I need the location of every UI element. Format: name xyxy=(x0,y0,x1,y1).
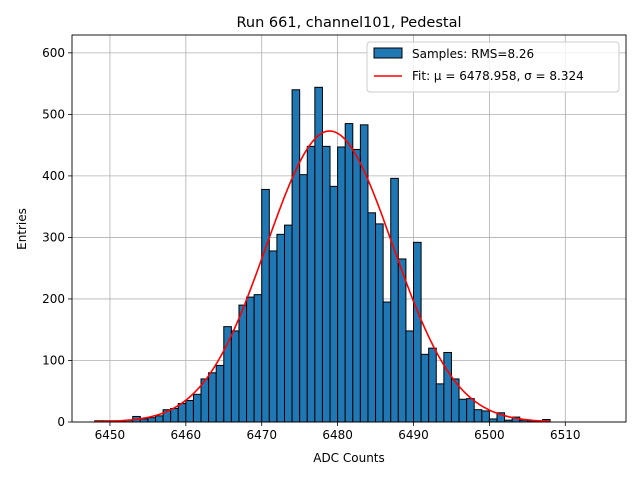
x-tick-label: 6480 xyxy=(322,428,353,442)
x-tick-label: 6500 xyxy=(474,428,505,442)
histogram-bar xyxy=(473,409,483,423)
histogram-bar xyxy=(337,146,346,423)
histogram-bar xyxy=(177,403,187,423)
axis-ticks: 6450 6460 6470 6480 6490 6500 6510 0 100 200 300 40… xyxy=(42,46,580,442)
histogram-bar xyxy=(382,301,392,423)
histogram-bar xyxy=(321,145,331,423)
histogram-bar xyxy=(413,241,422,423)
histogram-bar xyxy=(466,398,475,423)
y-tick-label: 300 xyxy=(42,230,65,244)
histogram-bar xyxy=(435,383,445,423)
legend-box xyxy=(366,41,620,93)
histogram-bar xyxy=(208,372,217,423)
x-tick-label: 6510 xyxy=(550,428,581,442)
histogram-bar xyxy=(200,378,210,423)
y-tick-label: 100 xyxy=(42,353,65,367)
x-tick-label: 6470 xyxy=(246,428,277,442)
x-axis-label: ADC Counts xyxy=(313,451,385,465)
histogram-bar xyxy=(215,364,225,423)
histogram-bar xyxy=(276,233,285,423)
histogram-bar xyxy=(170,407,179,423)
histogram-bar xyxy=(261,188,270,423)
histogram-bar xyxy=(375,223,384,423)
fit-curve xyxy=(94,130,551,423)
histogram-bar xyxy=(428,347,437,423)
histogram-bar xyxy=(223,326,232,423)
histogram-bar xyxy=(390,177,399,423)
histogram-bar xyxy=(283,224,293,423)
histogram-bar xyxy=(397,258,407,423)
histogram-bar xyxy=(367,212,377,423)
legend-label-samples: Samples: RMS=8.26 xyxy=(412,47,534,61)
legend-label-fit: Fit: μ = 6478.958, σ = 8.324 xyxy=(412,69,584,83)
histogram-bar xyxy=(306,145,316,423)
histogram-bar xyxy=(246,296,255,423)
y-axis-label: Entries xyxy=(15,208,29,250)
y-tick-label: 600 xyxy=(42,46,65,60)
histogram-bar xyxy=(192,393,202,423)
histogram-bar xyxy=(253,294,263,423)
chart-title: Run 661, channel101, Pedestal xyxy=(236,15,461,31)
y-tick-label: 400 xyxy=(42,169,65,183)
x-tick-label: 6490 xyxy=(398,428,429,442)
legend: Samples: RMS=8.26 Fit: μ = 6478.958, σ =… xyxy=(366,41,620,93)
histogram-bar xyxy=(352,148,361,423)
histogram-bar xyxy=(147,417,156,423)
histogram-bar xyxy=(154,415,164,423)
histogram-bar xyxy=(488,418,498,423)
histogram-bar xyxy=(299,174,308,423)
x-tick-label: 6450 xyxy=(95,428,126,442)
histogram-bar xyxy=(268,250,278,423)
histogram-bar xyxy=(481,410,490,423)
y-tick-label: 200 xyxy=(42,292,65,306)
histogram-bar xyxy=(443,351,452,423)
histogram-bar xyxy=(230,330,240,423)
plot-frame xyxy=(71,34,627,423)
y-tick-label: 0 xyxy=(57,415,65,429)
legend-bar-swatch xyxy=(373,47,403,59)
histogram-bar xyxy=(139,418,149,423)
y-tick-label: 500 xyxy=(42,107,65,121)
histogram-bar xyxy=(329,185,339,423)
histogram-bar xyxy=(344,123,354,423)
histogram-bar xyxy=(291,89,301,423)
x-tick-label: 6460 xyxy=(171,428,202,442)
histogram-bar xyxy=(238,304,248,423)
histogram-bar xyxy=(185,399,194,423)
bars xyxy=(94,86,551,423)
histogram-bar xyxy=(458,398,468,423)
histogram-bar xyxy=(420,353,430,423)
histogram-bar xyxy=(405,330,415,423)
